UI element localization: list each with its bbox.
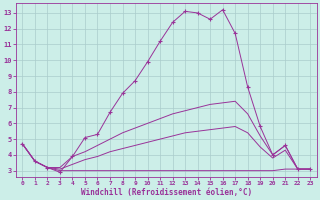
X-axis label: Windchill (Refroidissement éolien,°C): Windchill (Refroidissement éolien,°C) xyxy=(81,188,252,197)
